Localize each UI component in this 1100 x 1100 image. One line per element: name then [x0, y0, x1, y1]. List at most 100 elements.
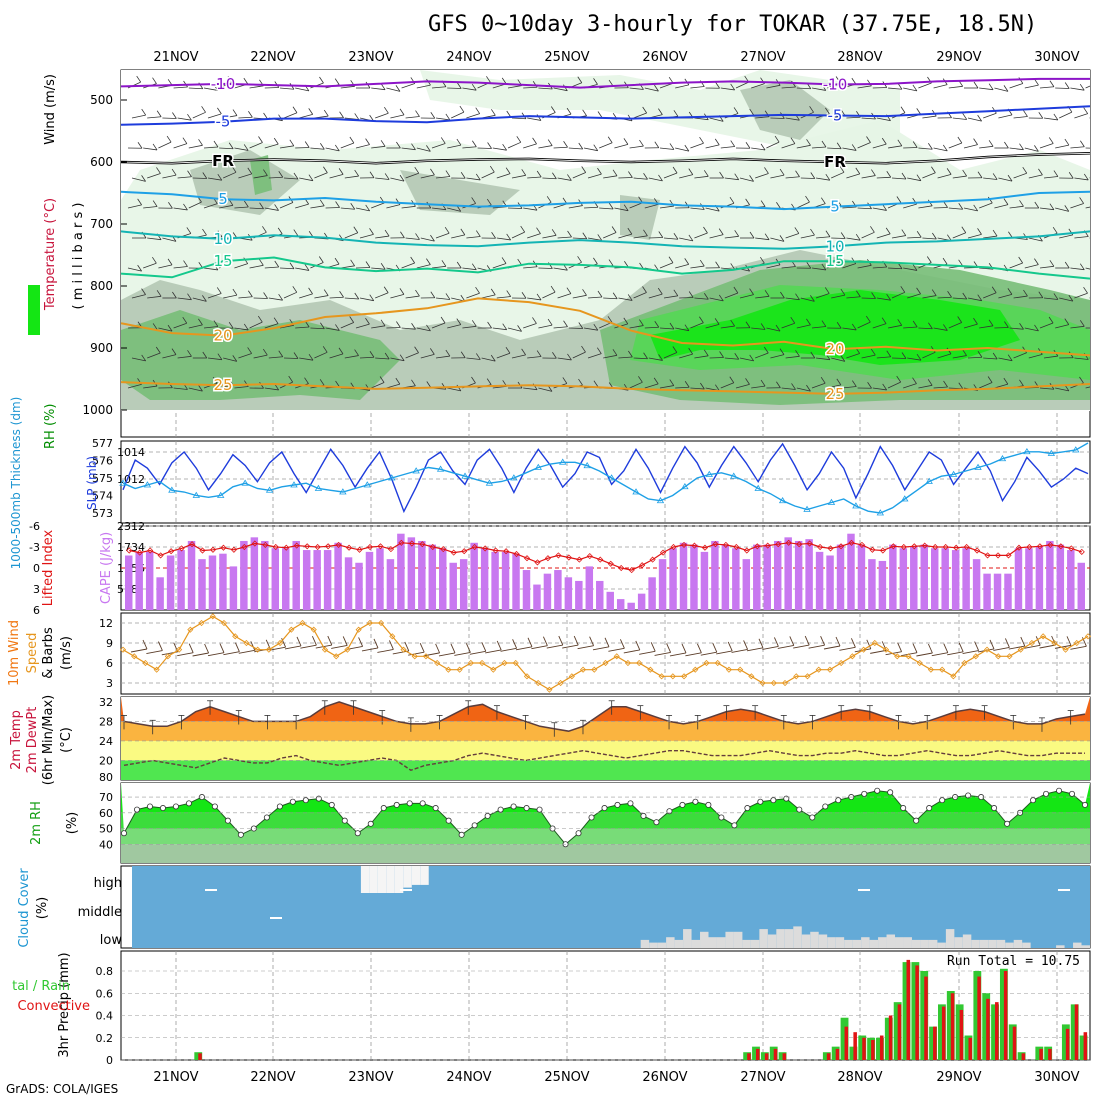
- surface-wind-barb-flag: [358, 637, 364, 647]
- convective-precip-bar: [844, 1026, 849, 1060]
- wind-barb-flag: [456, 318, 462, 325]
- wind-barb-flag: [776, 381, 781, 388]
- convective-precip-bar: [1012, 1026, 1017, 1060]
- wind-barb-flag: [273, 317, 279, 324]
- wind-barb: [386, 87, 401, 92]
- surface-wind-barb: [685, 652, 702, 657]
- wind-barb: [766, 84, 781, 89]
- wind-barb-flag: [855, 233, 861, 241]
- wind-barb-flag: [552, 352, 557, 359]
- wind-barb: [933, 327, 948, 331]
- wind-barb: [234, 206, 249, 209]
- wind-barb: [1074, 177, 1089, 181]
- thickness-marker: [559, 458, 567, 465]
- wind-speed-marker: [860, 646, 867, 653]
- wind-barb: [872, 143, 887, 149]
- wind-barb: [1039, 86, 1054, 89]
- wind-barb-flag: [764, 167, 769, 174]
- wind-barb-flag: [1095, 199, 1099, 205]
- wind-barb-flag: [901, 352, 907, 359]
- wind-barb-flag: [719, 171, 724, 179]
- wind-speed-marker: [1073, 639, 1080, 647]
- wind-barb-flag: [729, 196, 735, 204]
- wind-barb: [891, 177, 906, 180]
- wind-barb-flag: [228, 322, 234, 329]
- wind-barb: [527, 297, 542, 301]
- cape-bar: [847, 533, 855, 610]
- surface-wind-barb: [438, 652, 456, 657]
- rh-marker: [835, 797, 842, 804]
- wind-barb-flag: [399, 108, 405, 116]
- cape-bar: [742, 559, 751, 610]
- wind-barb: [857, 321, 871, 329]
- li-marker: [869, 546, 876, 553]
- wind-barb-flag: [1018, 256, 1024, 264]
- wind-barb-flag: [426, 324, 431, 332]
- rh-tick-50: 50: [99, 823, 113, 836]
- thickness-marker: [363, 481, 372, 488]
- li-marker: [827, 545, 834, 552]
- wind-speed-marker: [523, 673, 531, 680]
- wind-barb-flag: [308, 353, 314, 361]
- low-cloud-bar: [1013, 939, 1023, 948]
- wind-barb-flag: [308, 174, 314, 181]
- convective-precip-bar: [1039, 1048, 1043, 1060]
- top-date-26nov: 26NOV: [642, 50, 687, 65]
- wind-barb: [173, 207, 188, 211]
- li-marker: [544, 555, 551, 562]
- wind-barb: [188, 201, 202, 209]
- wind-barb-flag: [578, 378, 583, 386]
- low-cloud-bar: [801, 934, 811, 948]
- wind-barb: [983, 357, 998, 360]
- wind-barb: [401, 262, 415, 269]
- rh-marker: [653, 819, 660, 826]
- li-marker: [387, 546, 394, 553]
- wind-speed-marker: [916, 659, 923, 667]
- wind-barb-flag: [881, 317, 887, 324]
- wind-barb-flag: [259, 202, 264, 209]
- wind-barb-flag: [824, 287, 830, 294]
- wind-speed-marker: [1017, 646, 1024, 653]
- wind-barb-flag: [1003, 198, 1009, 205]
- wind-barb: [325, 327, 340, 331]
- surface-wind-barb: [469, 650, 486, 655]
- wind-barb-flag: [688, 347, 693, 355]
- wind-barb: [1039, 143, 1054, 149]
- wind-barb: [1043, 355, 1058, 359]
- wind-barb: [770, 174, 785, 179]
- wind-barb-flag: [414, 346, 419, 353]
- wind-barb: [922, 237, 937, 240]
- wind-barb: [846, 237, 861, 241]
- cloud-ylabel-group: Cloud Cover: [17, 868, 32, 948]
- convective-precip-bar: [853, 1032, 857, 1060]
- wind-barb-flag: [322, 346, 328, 353]
- cape-tick-1734: 1734: [117, 541, 145, 554]
- wind-barb-flag: [1095, 265, 1099, 271]
- wind-barb: [948, 142, 963, 149]
- wind-speed-marker: [389, 633, 396, 640]
- thickness-marker: [876, 509, 885, 516]
- wind-barb: [1009, 262, 1023, 269]
- wind-barb: [603, 232, 617, 239]
- wind-barb-flag: [349, 136, 355, 144]
- wind-barb-flag: [243, 144, 249, 151]
- wind-barb: [857, 264, 872, 269]
- wind-barb-flag: [232, 288, 238, 296]
- wind-barb-flag: [323, 289, 329, 296]
- rh-marker: [172, 803, 179, 810]
- profile-ylabel-units: ( m i l l i b a r s ): [71, 203, 86, 310]
- wind-barb-flag: [567, 174, 572, 181]
- wind-barb-flag: [851, 323, 857, 331]
- wind-barb: [355, 207, 370, 212]
- bottom-date-21nov: 21NOV: [153, 1070, 198, 1085]
- precip-ylabel-units: 3hr Precip (mm): [57, 952, 72, 1057]
- wind-barb-flag: [700, 382, 705, 390]
- wind-barb: [553, 267, 568, 271]
- convective-precip-bar: [968, 1037, 973, 1060]
- thickness-marker: [754, 484, 762, 491]
- wind-barb-flag: [414, 166, 420, 174]
- thickness-marker: [290, 481, 298, 488]
- li-marker: [429, 543, 436, 551]
- wind-barb-flag: [410, 256, 416, 264]
- low-cloud-bar: [878, 937, 887, 948]
